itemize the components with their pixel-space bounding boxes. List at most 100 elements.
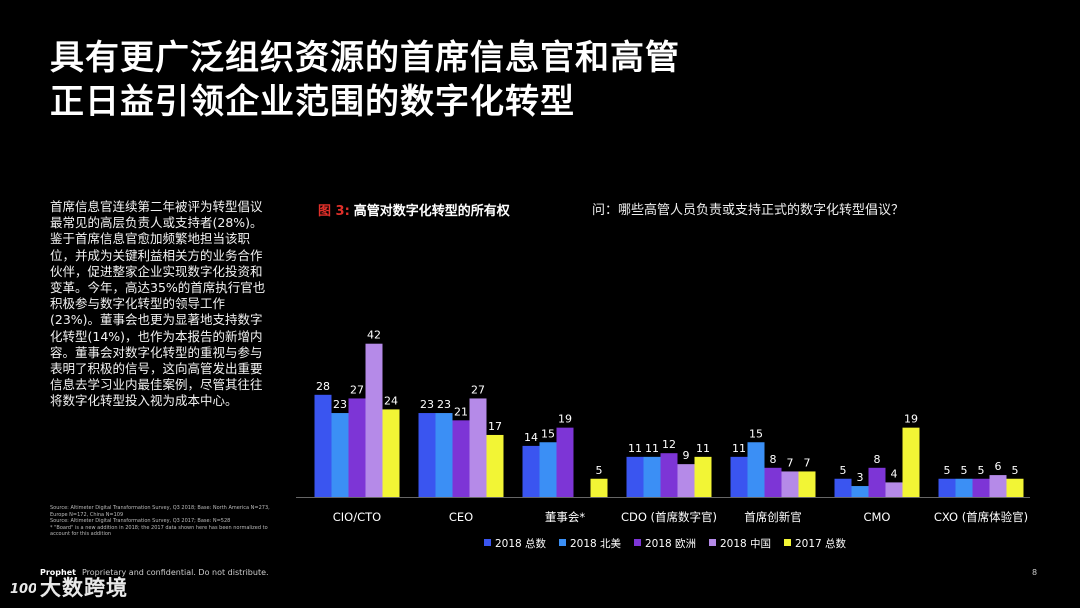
bar (314, 394, 332, 497)
data-label: 9 (683, 449, 690, 462)
data-label: 11 (628, 442, 642, 455)
data-label: 11 (732, 442, 746, 455)
data-label: 23 (437, 398, 451, 411)
data-label: 5 (978, 464, 985, 477)
footer-confidential-note: Proprietary and confidential. Do not dis… (81, 568, 269, 577)
data-label: 21 (454, 405, 468, 418)
data-label: 7 (787, 456, 794, 469)
source-line: account for this addition (50, 531, 112, 537)
footer: Prophet Proprietary and confidential. Do … (40, 568, 269, 577)
bar (730, 456, 748, 497)
bar (539, 442, 557, 497)
bar (452, 420, 470, 497)
bar (348, 398, 366, 497)
survey-question: 问：哪些高管人员负责或支持正式的数字化转型倡议？ (592, 203, 905, 218)
source-line: Source: Altimeter Digital Transformation… (50, 518, 231, 524)
data-label: 23 (420, 398, 434, 411)
figure-label: 图 3: 高管对数字化转型的所有权 (318, 200, 510, 219)
data-label: 27 (471, 383, 485, 396)
bar (365, 343, 383, 497)
bar (955, 478, 973, 497)
bar (556, 427, 574, 497)
slide-title: 具有更广泛组织资源的首席信息官和高管 正日益引领企业范围的数字化转型 (50, 36, 680, 124)
data-label: 4 (891, 467, 898, 480)
bar (938, 478, 956, 497)
bar (868, 467, 886, 497)
page-number: 8 (1032, 568, 1038, 577)
figure-title: 高管对数字化转型的所有权 (353, 204, 510, 219)
slide-title-line-2: 正日益引领企业范围的数字化转型 (50, 82, 575, 122)
figure-number: 图 3: (318, 204, 350, 219)
data-label: 24 (384, 394, 398, 407)
watermark-text: 大数跨境 (40, 576, 128, 600)
bar (851, 486, 869, 497)
legend-swatch (484, 539, 491, 546)
data-label: 5 (840, 464, 847, 477)
legend-swatch (634, 539, 641, 546)
bar (486, 434, 504, 497)
bar (590, 478, 608, 497)
data-label: 19 (558, 413, 572, 426)
category-label: 首席创新官 (744, 510, 802, 524)
bar (694, 456, 712, 497)
category-label: CMO (863, 510, 890, 524)
data-label: 15 (541, 427, 555, 440)
data-label: 14 (524, 431, 538, 444)
source-line: Europe N=172, China N=109 (50, 511, 124, 518)
footer-brand: Prophet (40, 568, 76, 577)
legend-label: 2018 总数 (495, 537, 547, 550)
data-label: 7 (804, 456, 811, 469)
data-label: 8 (770, 453, 777, 466)
data-label: 8 (874, 453, 881, 466)
data-label: 12 (662, 438, 676, 451)
data-label: 11 (696, 442, 710, 455)
category-label: 董事会* (545, 510, 585, 524)
data-label: 11 (645, 442, 659, 455)
watermark: 1008 大数跨境 (10, 572, 128, 602)
bar (469, 398, 487, 497)
data-label: 19 (904, 413, 918, 426)
bar (1006, 478, 1024, 497)
watermark-logo-text: 1008 (10, 582, 36, 597)
bar (677, 464, 695, 497)
legend-label: 2018 欧洲 (645, 538, 696, 550)
legend-label: 2018 中国 (720, 537, 771, 550)
data-label: 23 (333, 398, 347, 411)
category-label: CIO/CTO (333, 510, 381, 524)
bar (643, 456, 661, 497)
bar (747, 442, 765, 497)
bar (834, 478, 852, 497)
bar (972, 478, 990, 497)
category-label: CXO (首席体验官) (934, 510, 1028, 524)
data-label: 42 (367, 329, 381, 342)
data-label: 6 (995, 460, 1002, 473)
legend-swatch (559, 539, 566, 546)
data-label: 5 (596, 464, 603, 477)
bar (418, 413, 436, 497)
legend-swatch (784, 539, 791, 546)
data-label: 28 (316, 380, 330, 393)
category-label: CEO (449, 510, 473, 524)
legend-label: 2017 总数 (795, 537, 847, 550)
bar (331, 413, 349, 497)
data-label: 5 (944, 464, 951, 477)
data-label: 27 (350, 383, 364, 396)
body-paragraph: 首席信息官连续第二年被评为转型倡议最常见的高层负责人或支持者(28%)。鉴于首席… (50, 199, 266, 409)
bar (902, 427, 920, 497)
legend-swatch (709, 539, 716, 546)
watermark-logo-icon: 1008 (10, 582, 36, 597)
data-label: 5 (961, 464, 968, 477)
bar (522, 445, 540, 497)
data-label: 3 (857, 471, 864, 484)
bar (660, 453, 678, 497)
source-line: Source: Altimeter Digital Transformation… (50, 505, 270, 511)
slide-title-line-1: 具有更广泛组织资源的首席信息官和高管 (50, 38, 680, 78)
data-label: 5 (1012, 464, 1019, 477)
source-notes: Source: Altimeter Digital Transformation… (50, 505, 272, 538)
bar (798, 471, 816, 497)
category-label: CDO (首席数字官) (621, 510, 717, 524)
bar (626, 456, 644, 497)
data-label: 17 (488, 420, 502, 433)
bar (764, 467, 782, 497)
